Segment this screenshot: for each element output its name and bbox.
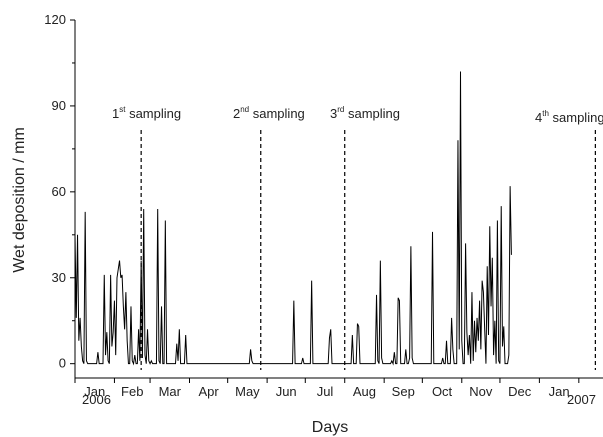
x-axis-title: Days: [312, 419, 348, 436]
y-ticks: 0 30 60 90 120: [44, 12, 75, 371]
x-tick-label: Jan: [84, 384, 105, 399]
y-tick-label: 60: [52, 184, 66, 199]
x-tick-label: Jul: [317, 384, 334, 399]
x-tick-label: Dec: [508, 384, 532, 399]
x-tick-label: Feb: [121, 384, 143, 399]
y-tick-label: 90: [52, 98, 66, 113]
sampling-label-4: 4th sampling: [535, 109, 603, 125]
sampling-markers: [140, 130, 596, 370]
y-tick-label: 120: [44, 12, 66, 27]
year-label-2006: 2006: [82, 392, 111, 407]
y-tick-label: 30: [52, 270, 66, 285]
sampling-label-2: 2nd sampling: [233, 105, 305, 121]
x-tick-label: Apr: [198, 384, 219, 399]
plot-frame: [74, 20, 603, 379]
wet-deposition-series-line: [74, 71, 512, 366]
x-tick-label: Oct: [432, 384, 453, 399]
x-tick-label: May: [235, 384, 260, 399]
x-tick-label: Jun: [276, 384, 297, 399]
sampling-label-3: 3rd sampling: [330, 105, 400, 121]
x-tick-label: Mar: [159, 384, 182, 399]
year-label-2007: 2007: [567, 392, 596, 407]
sampling-label-1: 1st sampling: [112, 105, 181, 121]
x-tick-label: Sep: [392, 384, 415, 399]
x-tick-label: Nov: [469, 384, 493, 399]
y-axis-title: Wet deposition / mm: [11, 127, 28, 273]
x-ticks: Jan Feb Mar Apr May Jun Jul Aug Sep Oct Nov Dec Jan: [74, 378, 580, 399]
x-tick-label: Jan: [549, 384, 570, 399]
x-tick-label: Aug: [353, 384, 376, 399]
y-tick-label: 0: [59, 356, 66, 371]
